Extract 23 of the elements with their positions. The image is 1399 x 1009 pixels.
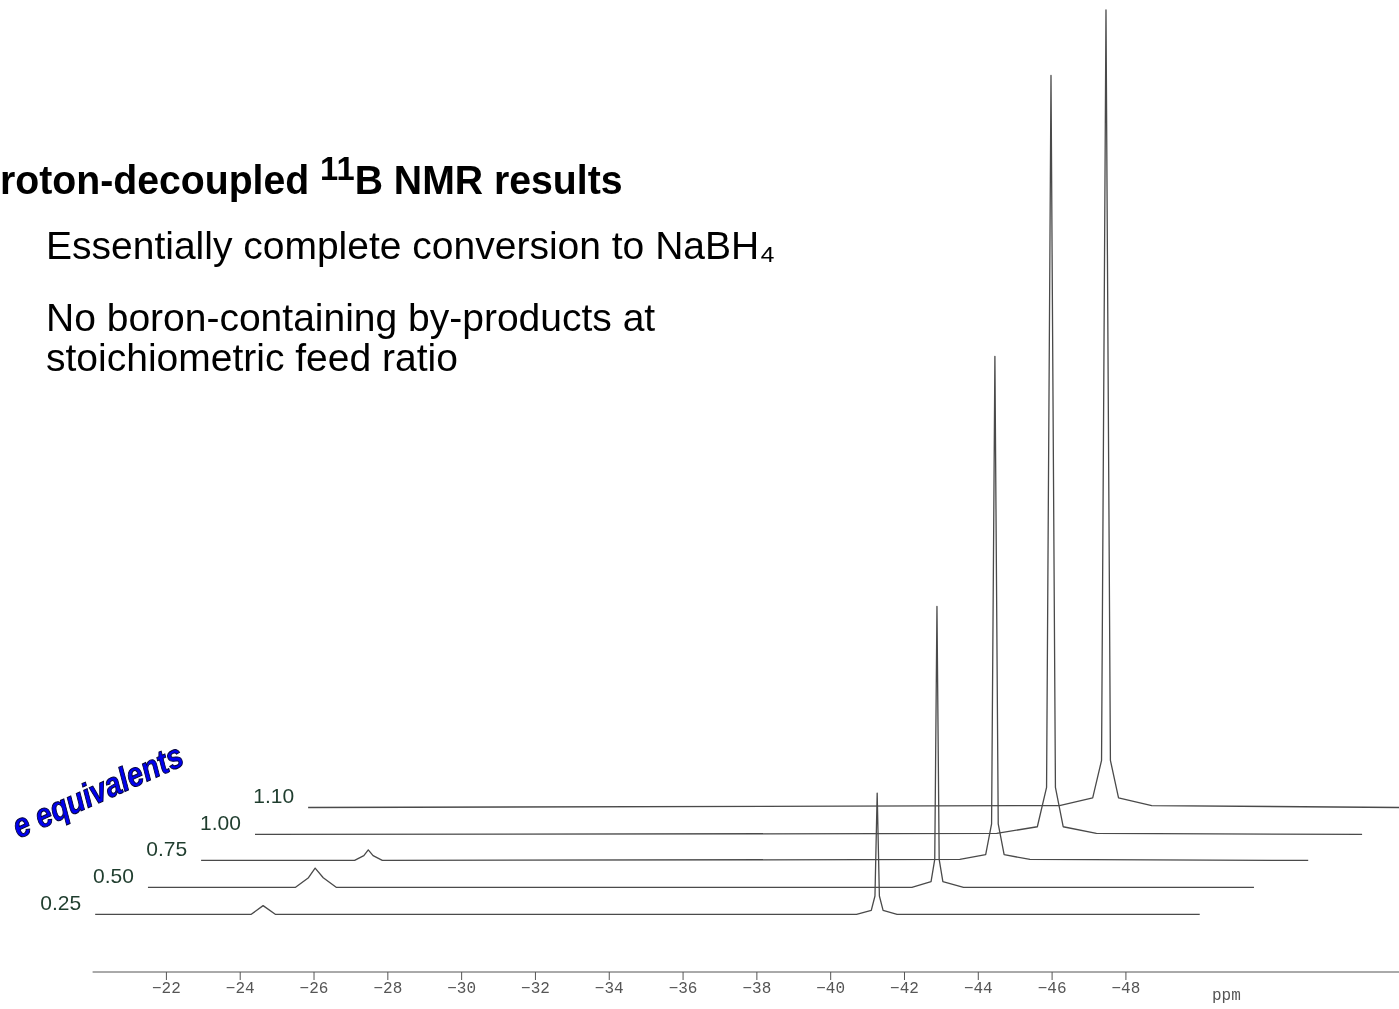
x-tick-label: −46 <box>1037 980 1067 999</box>
series-label: 1.10 <box>253 784 295 808</box>
series-label: 0.25 <box>40 891 82 915</box>
x-tick-label: −32 <box>521 980 550 999</box>
x-tick-label: −48 <box>1111 980 1141 999</box>
x-tick-label: −24 <box>225 980 255 999</box>
x-tick-label: −36 <box>668 980 698 999</box>
annotation: Essentially complete conversion to NaBH₄ <box>46 224 776 267</box>
series-label: 1.00 <box>200 811 241 835</box>
text: roton-decoupled $^{11}$B NMR results <box>0 150 623 204</box>
x-tick-label: −30 <box>447 980 477 999</box>
x-axis-title: ppm <box>1212 987 1241 1005</box>
annotation: No boron-containing by-products at stoichiometric feed ratio <box>46 296 656 379</box>
x-tick-label: −34 <box>594 980 624 999</box>
x-tick-label: −40 <box>816 980 846 999</box>
series-label: 0.50 <box>93 864 134 888</box>
series-label: 0.75 <box>146 837 188 861</box>
x-tick-label: −28 <box>373 980 403 999</box>
x-tick-label: −38 <box>742 980 772 999</box>
x-tick-label: −42 <box>890 980 919 999</box>
x-tick-label: −22 <box>152 980 181 999</box>
x-tick-label: −44 <box>963 980 993 999</box>
x-tick-label: −26 <box>299 980 329 999</box>
